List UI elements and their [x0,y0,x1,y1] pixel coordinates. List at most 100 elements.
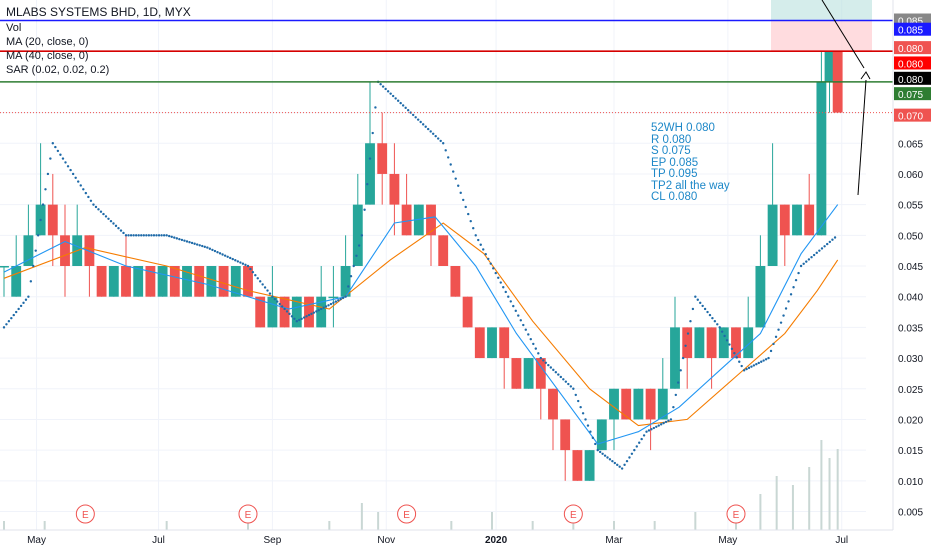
sar-dot [339,297,342,301]
candle-body [133,266,144,297]
sar-dot [394,97,397,100]
sar-dot [226,255,229,258]
sar-dot [479,243,482,246]
sar-dot [368,157,372,160]
sar-dot [567,382,570,386]
sar-dot [762,359,765,362]
sar-dot [577,399,580,403]
earnings-label: E [570,510,577,521]
sar-dot [347,285,350,288]
sar-dot [517,314,520,317]
sar-dot [145,234,148,237]
sar-dot [17,307,20,311]
sar-dot [574,393,577,397]
sar-dot [447,156,450,159]
note-line: TP2 all the way [651,180,730,192]
sar-dot [477,238,480,242]
candle-body [194,266,205,297]
volume-bar [328,521,331,530]
sar-dot [659,423,663,426]
sar-dot [239,261,242,264]
sar-dot [532,342,535,346]
candle-body [718,327,729,359]
sar-dot [82,188,85,191]
earnings-marker-icon [75,504,95,524]
sar-dot [499,281,502,284]
sar-dot [66,165,70,168]
sar-dot [127,234,130,237]
y-tick-label: 0.050 [898,231,923,242]
sar-dot [601,452,604,456]
sar-dot [170,235,173,239]
sar-dot [89,199,93,202]
sar-dot [107,217,110,220]
sar-dot [416,118,420,121]
sar-dot [442,142,445,145]
sar-dot [745,367,748,371]
volume-bar [360,503,363,530]
sar-dot [268,292,272,295]
sar-dot [305,315,308,318]
sar-dot [84,191,88,195]
sar-dot [15,310,18,314]
candle-body [743,327,754,359]
sar-dot [426,127,430,131]
sar-dot [137,234,140,237]
sar-dot [173,236,176,239]
sar-dot [645,430,648,433]
sar-dot [379,83,382,86]
sar-dot [509,300,512,303]
sar-dot [231,257,234,261]
candle-body [304,296,314,328]
y-tick-label: 0.020 [898,415,923,426]
sar-dot [317,308,320,312]
earnings-label: E [82,510,89,521]
sar-dot [805,260,808,263]
candle-body [389,173,400,205]
sar-dot [549,366,553,369]
candle-body [499,327,510,359]
sar-dot [616,463,619,467]
sar-dot [371,131,374,135]
candle-body [511,358,522,389]
sar-dot [2,326,6,329]
horizontal-levels [0,19,893,114]
sar-dot [559,375,563,379]
sar-dot [708,313,712,317]
sar-dot [39,218,42,222]
price-tag-label: 0.075 [898,90,923,101]
sar-dot [789,293,793,296]
sar-dot [716,323,719,326]
volume-bar [828,458,831,530]
earnings-label: E [403,510,410,521]
candle-body [816,81,827,236]
sar-dot [474,234,477,237]
sar-dot [41,203,45,206]
sar-dot [54,145,57,149]
sar-dot [429,130,432,133]
sar-dot [249,267,252,271]
sar-dot [823,245,826,248]
sar-dot [384,87,387,91]
sar-dot [706,310,709,314]
note-line: R 0.080 [651,134,691,146]
sar-dot [677,381,680,384]
volume-bar [491,512,493,530]
moving-averages [3,204,839,445]
sar-dot [667,419,670,422]
sar-dot [799,264,803,268]
sar-dot [701,304,704,308]
sar-dot [633,448,636,452]
candle-body [352,204,363,266]
volume-bar [450,521,453,530]
candle-body [548,388,558,420]
legend-ma20: MA (20, close, 0) [6,36,89,48]
earnings-marker-icon [726,504,746,524]
sar-dot [414,116,417,119]
candle-body [218,266,229,297]
sar-dot [352,264,355,268]
sar-dot [810,256,813,259]
sar-dot [92,203,95,206]
